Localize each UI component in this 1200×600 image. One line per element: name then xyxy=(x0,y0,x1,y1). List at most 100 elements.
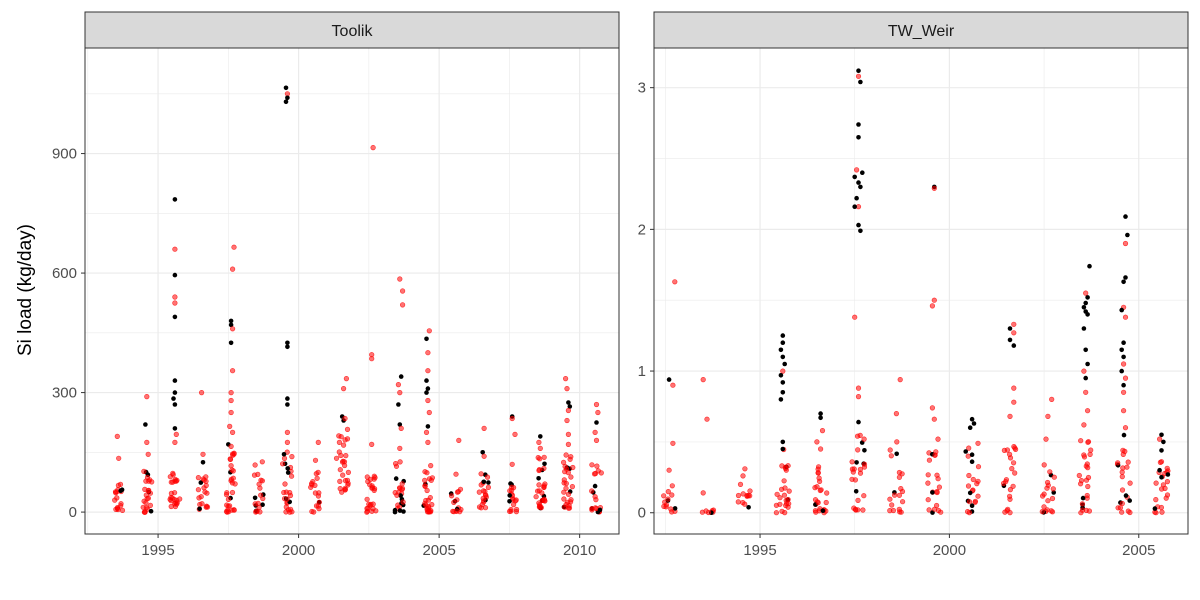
data-point-primary xyxy=(228,340,234,346)
data-point-secondary xyxy=(422,477,428,484)
data-point-primary xyxy=(228,322,234,328)
data-point-secondary xyxy=(315,439,321,446)
data-point-primary xyxy=(852,174,857,180)
data-point-secondary xyxy=(308,484,314,490)
data-point-primary xyxy=(894,451,899,457)
data-point-secondary xyxy=(700,377,706,383)
data-point-secondary xyxy=(340,472,346,478)
data-point-secondary xyxy=(174,500,180,506)
data-point-secondary xyxy=(115,506,121,513)
data-point-secondary xyxy=(780,368,786,374)
data-point-secondary xyxy=(397,445,403,452)
data-point-secondary xyxy=(478,482,484,488)
data-point-secondary xyxy=(397,459,403,465)
data-point-secondary xyxy=(893,411,900,417)
data-point-secondary xyxy=(119,507,126,514)
data-point-secondary xyxy=(485,484,492,491)
data-point-primary xyxy=(393,476,399,481)
data-point-primary xyxy=(285,95,290,101)
data-point-secondary xyxy=(1084,408,1091,414)
panel-1: Toolik 0 300 600 900 1995 2000 2005 2010 xyxy=(52,11,620,559)
data-point-secondary xyxy=(740,500,746,506)
data-point-primary xyxy=(480,450,486,455)
data-point-secondary xyxy=(816,478,823,485)
data-point-secondary xyxy=(145,495,151,501)
panel-2: TW_Weir 0 1 2 3 1995 2000 2005 xyxy=(638,11,1189,559)
data-point-primary xyxy=(118,488,123,494)
data-point-secondary xyxy=(1047,469,1053,475)
data-point-primary xyxy=(672,506,678,511)
data-point-primary xyxy=(1087,263,1092,269)
data-point-secondary xyxy=(1049,396,1055,403)
data-point-secondary xyxy=(815,500,821,506)
data-point-secondary xyxy=(855,385,862,391)
data-point-secondary xyxy=(114,489,120,495)
data-point-secondary xyxy=(819,428,826,434)
data-point-secondary xyxy=(1120,361,1127,367)
data-point-primary xyxy=(856,68,861,73)
data-point-secondary xyxy=(536,482,542,488)
data-point-secondary xyxy=(454,508,460,514)
data-point-secondary xyxy=(926,507,932,513)
data-point-secondary xyxy=(926,457,933,463)
data-point-secondary xyxy=(936,484,943,490)
y-axis-title: Si load (kg/day) xyxy=(15,224,36,356)
data-point-secondary xyxy=(202,489,208,495)
data-point-secondary xyxy=(594,463,600,469)
data-point-primary xyxy=(1125,232,1130,238)
data-point-secondary xyxy=(925,497,931,503)
data-point-secondary xyxy=(399,487,405,493)
data-point-secondary xyxy=(1081,368,1087,374)
data-point-secondary xyxy=(931,297,937,303)
data-point-secondary xyxy=(1158,459,1165,465)
data-point-secondary xyxy=(284,91,291,97)
data-point-primary xyxy=(398,374,404,379)
data-point-primary xyxy=(853,489,859,494)
data-point-secondary xyxy=(742,466,748,472)
data-point-primary xyxy=(1123,275,1128,280)
data-point-primary xyxy=(252,495,258,501)
data-point-secondary xyxy=(889,502,895,508)
data-point-secondary xyxy=(337,478,343,485)
data-point-primary xyxy=(425,424,431,429)
data-point-primary xyxy=(969,459,975,465)
data-point-primary xyxy=(172,402,178,407)
data-point-secondary xyxy=(425,350,431,356)
data-point-secondary xyxy=(371,487,377,494)
data-point-secondary xyxy=(565,470,571,476)
data-point-secondary xyxy=(258,492,264,498)
data-point-secondary xyxy=(177,496,183,502)
data-point-secondary xyxy=(817,446,824,452)
data-point-secondary xyxy=(932,452,938,458)
data-point-secondary xyxy=(228,390,234,396)
data-point-secondary xyxy=(1010,483,1016,489)
data-point-secondary xyxy=(970,476,976,483)
data-point-secondary xyxy=(229,489,236,496)
data-point-secondary xyxy=(568,497,574,503)
data-point-secondary xyxy=(929,405,936,411)
data-point-primary xyxy=(778,397,784,402)
data-point-secondary xyxy=(891,492,898,498)
data-point-secondary xyxy=(593,401,600,408)
data-point-secondary xyxy=(195,487,201,493)
data-point-secondary xyxy=(536,488,542,494)
data-point-secondary xyxy=(781,478,787,484)
data-point-primary xyxy=(778,373,784,378)
data-point-secondary xyxy=(1083,463,1089,469)
data-point-secondary xyxy=(259,478,266,484)
data-point-primary xyxy=(1007,337,1013,343)
data-point-secondary xyxy=(423,502,429,508)
data-point-primary xyxy=(778,347,784,353)
data-point-secondary xyxy=(1122,425,1129,431)
data-point-secondary xyxy=(1156,436,1163,442)
data-point-secondary xyxy=(336,449,342,455)
data-point-secondary xyxy=(228,478,234,484)
data-point-secondary xyxy=(426,409,432,416)
data-point-secondary xyxy=(1006,451,1013,458)
data-point-secondary xyxy=(541,483,547,489)
data-point-secondary xyxy=(337,467,343,473)
data-point-secondary xyxy=(966,499,973,505)
y-tick-label: 0 xyxy=(69,504,77,521)
data-point-primary xyxy=(285,396,290,401)
data-point-secondary xyxy=(172,300,178,306)
